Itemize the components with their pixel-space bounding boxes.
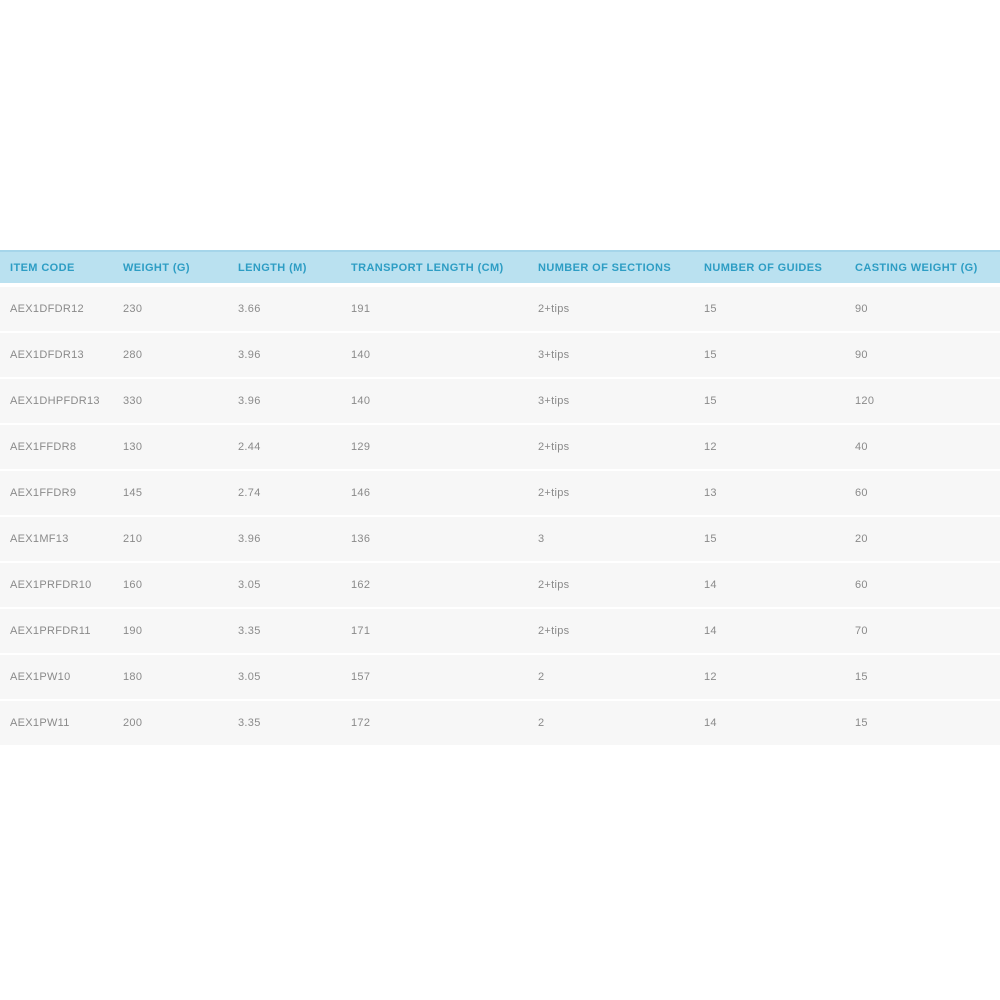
cell-num-sections: 2+tips bbox=[538, 441, 570, 453]
cell-num-sections: 2+tips bbox=[538, 487, 570, 499]
table-row: AEX1FFDR9 145 2.74 146 2+tips 13 60 bbox=[0, 471, 1000, 515]
cell-num-guides: 15 bbox=[704, 303, 717, 315]
table-row: AEX1PRFDR11 190 3.35 171 2+tips 14 70 bbox=[0, 609, 1000, 653]
cell-item-code: AEX1PRFDR10 bbox=[10, 579, 92, 591]
table-row: AEX1MF13 210 3.96 136 3 15 20 bbox=[0, 517, 1000, 561]
cell-item-code: AEX1DHPFDR13 bbox=[10, 395, 100, 407]
column-header-item-code: ITEM CODE bbox=[10, 261, 75, 274]
cell-num-guides: 14 bbox=[704, 579, 717, 591]
cell-item-code: AEX1FFDR9 bbox=[10, 487, 77, 499]
cell-transport-length: 136 bbox=[351, 533, 371, 545]
cell-weight: 200 bbox=[123, 717, 143, 729]
table-row: AEX1DHPFDR13 330 3.96 140 3+tips 15 120 bbox=[0, 379, 1000, 423]
cell-length: 3.96 bbox=[238, 395, 261, 407]
cell-transport-length: 191 bbox=[351, 303, 371, 315]
cell-transport-length: 140 bbox=[351, 349, 371, 361]
column-header-transport-length: TRANSPORT LENGTH (CM) bbox=[351, 261, 504, 274]
cell-item-code: AEX1PW11 bbox=[10, 717, 70, 729]
cell-num-guides: 14 bbox=[704, 625, 717, 637]
cell-weight: 330 bbox=[123, 395, 143, 407]
cell-casting-weight: 20 bbox=[855, 533, 868, 545]
cell-num-sections: 2+tips bbox=[538, 625, 570, 637]
cell-num-guides: 15 bbox=[704, 533, 717, 545]
cell-length: 3.35 bbox=[238, 717, 261, 729]
cell-num-guides: 12 bbox=[704, 441, 717, 453]
cell-num-guides: 15 bbox=[704, 349, 717, 361]
cell-casting-weight: 60 bbox=[855, 579, 868, 591]
column-header-num-sections: NUMBER OF SECTIONS bbox=[538, 261, 672, 274]
cell-weight: 180 bbox=[123, 671, 143, 683]
cell-transport-length: 157 bbox=[351, 671, 371, 683]
cell-length: 3.96 bbox=[238, 349, 261, 361]
cell-num-sections: 3+tips bbox=[538, 395, 570, 407]
cell-item-code: AEX1DFDR13 bbox=[10, 349, 84, 361]
cell-weight: 190 bbox=[123, 625, 143, 637]
cell-casting-weight: 15 bbox=[855, 717, 868, 729]
product-spec-table: ITEM CODE WEIGHT (G) LENGTH (M) TRANSPOR… bbox=[0, 250, 1000, 747]
cell-num-guides: 15 bbox=[704, 395, 717, 407]
cell-item-code: AEX1MF13 bbox=[10, 533, 69, 545]
cell-item-code: AEX1PRFDR11 bbox=[10, 625, 91, 637]
cell-transport-length: 140 bbox=[351, 395, 371, 407]
cell-num-sections: 2 bbox=[538, 671, 545, 683]
table-row: AEX1PW10 180 3.05 157 2 12 15 bbox=[0, 655, 1000, 699]
cell-num-guides: 12 bbox=[704, 671, 717, 683]
column-header-num-guides: NUMBER OF GUIDES bbox=[704, 261, 823, 274]
cell-num-sections: 2+tips bbox=[538, 303, 570, 315]
cell-num-sections: 3+tips bbox=[538, 349, 570, 361]
cell-num-sections: 3 bbox=[538, 533, 545, 545]
cell-item-code: AEX1PW10 bbox=[10, 671, 71, 683]
table-row: AEX1PRFDR10 160 3.05 162 2+tips 14 60 bbox=[0, 563, 1000, 607]
cell-num-guides: 13 bbox=[704, 487, 717, 499]
cell-transport-length: 146 bbox=[351, 487, 371, 499]
cell-transport-length: 129 bbox=[351, 441, 371, 453]
table-header-row: ITEM CODE WEIGHT (G) LENGTH (M) TRANSPOR… bbox=[0, 250, 1000, 283]
cell-length: 3.05 bbox=[238, 579, 261, 591]
cell-weight: 210 bbox=[123, 533, 143, 545]
cell-casting-weight: 120 bbox=[855, 395, 875, 407]
cell-transport-length: 172 bbox=[351, 717, 371, 729]
column-header-weight: WEIGHT (G) bbox=[123, 261, 190, 274]
cell-casting-weight: 90 bbox=[855, 349, 868, 361]
cell-weight: 230 bbox=[123, 303, 143, 315]
cell-length: 2.74 bbox=[238, 487, 261, 499]
cell-weight: 160 bbox=[123, 579, 143, 591]
cell-length: 3.35 bbox=[238, 625, 261, 637]
cell-num-sections: 2+tips bbox=[538, 579, 570, 591]
cell-casting-weight: 60 bbox=[855, 487, 868, 499]
cell-item-code: AEX1DFDR12 bbox=[10, 303, 84, 315]
cell-num-sections: 2 bbox=[538, 717, 545, 729]
cell-transport-length: 162 bbox=[351, 579, 371, 591]
cell-length: 3.05 bbox=[238, 671, 261, 683]
cell-weight: 130 bbox=[123, 441, 143, 453]
cell-casting-weight: 15 bbox=[855, 671, 868, 683]
cell-weight: 145 bbox=[123, 487, 143, 499]
cell-weight: 280 bbox=[123, 349, 143, 361]
cell-transport-length: 171 bbox=[351, 625, 371, 637]
cell-casting-weight: 40 bbox=[855, 441, 868, 453]
table-row: AEX1FFDR8 130 2.44 129 2+tips 12 40 bbox=[0, 425, 1000, 469]
table-row: AEX1PW11 200 3.35 172 2 14 15 bbox=[0, 701, 1000, 745]
cell-length: 3.66 bbox=[238, 303, 261, 315]
cell-length: 2.44 bbox=[238, 441, 261, 453]
column-header-casting-weight: CASTING WEIGHT (G) bbox=[855, 261, 978, 274]
cell-casting-weight: 90 bbox=[855, 303, 868, 315]
table-row: AEX1DFDR13 280 3.96 140 3+tips 15 90 bbox=[0, 333, 1000, 377]
cell-casting-weight: 70 bbox=[855, 625, 868, 637]
column-header-length: LENGTH (M) bbox=[238, 261, 307, 274]
cell-num-guides: 14 bbox=[704, 717, 717, 729]
cell-item-code: AEX1FFDR8 bbox=[10, 441, 77, 453]
table-row: AEX1DFDR12 230 3.66 191 2+tips 15 90 bbox=[0, 287, 1000, 331]
cell-length: 3.96 bbox=[238, 533, 261, 545]
